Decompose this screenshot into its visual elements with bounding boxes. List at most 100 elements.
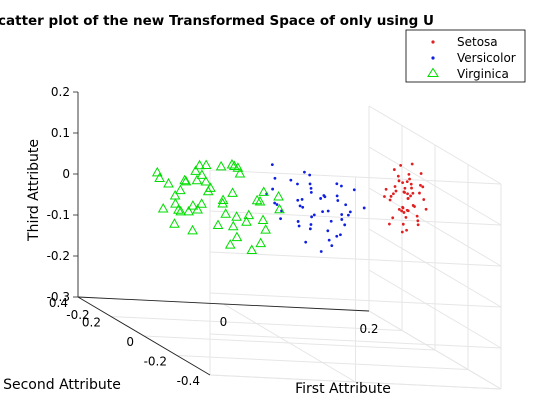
versicolor-point bbox=[340, 184, 343, 188]
versicolor-point bbox=[343, 223, 347, 227]
versicolor-point bbox=[309, 190, 313, 194]
versicolor-point bbox=[296, 198, 300, 202]
versicolor-point bbox=[275, 203, 279, 206]
grid-line-side-z bbox=[368, 310, 502, 390]
virginica-point bbox=[273, 191, 284, 201]
setosa-point bbox=[405, 228, 408, 232]
virginica-point bbox=[231, 231, 243, 242]
y-tick-label: 0.4 bbox=[49, 296, 68, 310]
setosa-point bbox=[409, 182, 413, 186]
grid-line-side-z bbox=[368, 269, 502, 349]
versicolor-point bbox=[348, 210, 352, 214]
z-tick-label: 0 bbox=[62, 167, 70, 181]
virginica-point bbox=[163, 177, 174, 188]
virginica-point bbox=[200, 159, 212, 169]
versicolor-point bbox=[344, 203, 348, 207]
grid-line-side-z bbox=[368, 146, 502, 226]
virginica-point bbox=[227, 220, 239, 231]
versicolor-point bbox=[346, 213, 350, 217]
versicolor-point bbox=[298, 204, 302, 208]
virginica-point bbox=[224, 239, 236, 249]
setosa-point bbox=[392, 168, 396, 171]
virginica-point bbox=[243, 209, 255, 220]
setosa-point bbox=[419, 172, 423, 175]
virginica-point bbox=[234, 168, 246, 178]
grid-line-floor-y bbox=[110, 316, 403, 331]
setosa-point bbox=[408, 177, 411, 181]
virginica-point bbox=[202, 185, 214, 196]
chart-title: catter plot of the new Transformed Space… bbox=[0, 13, 434, 29]
setosa-point bbox=[384, 187, 388, 191]
setosa-point bbox=[406, 192, 409, 196]
virginica-point bbox=[257, 214, 269, 224]
setosa-point bbox=[401, 181, 404, 185]
setosa-point bbox=[407, 172, 411, 176]
grid-line-floor-y bbox=[176, 355, 469, 370]
versicolor-point bbox=[309, 186, 313, 190]
virginica-point bbox=[173, 204, 184, 214]
versicolor-point bbox=[289, 178, 293, 182]
setosa-point bbox=[401, 222, 405, 226]
data-points bbox=[151, 158, 428, 254]
setosa-point bbox=[400, 209, 404, 213]
setosa-point bbox=[400, 230, 404, 234]
setosa-point bbox=[419, 183, 422, 187]
setosa-point bbox=[424, 207, 428, 211]
virginica-point bbox=[241, 216, 252, 226]
versicolor-point bbox=[322, 194, 326, 197]
z-tick-label: 0.2 bbox=[51, 85, 70, 99]
z-axis-label: Third Attribute bbox=[26, 139, 42, 242]
versicolor-point bbox=[273, 201, 277, 205]
grid-line-side-z bbox=[368, 105, 502, 185]
virginica-point bbox=[212, 219, 224, 229]
x-tick-label: 0 bbox=[220, 315, 228, 329]
versicolor-point bbox=[319, 250, 323, 253]
virginica-point bbox=[220, 208, 232, 218]
virginica-point bbox=[196, 169, 208, 179]
setosa-point bbox=[401, 205, 404, 209]
legend-label-versicolor: Versicolor bbox=[457, 51, 516, 65]
setosa-point bbox=[418, 191, 421, 195]
axes-box bbox=[77, 92, 370, 376]
virginica-point bbox=[191, 174, 203, 185]
versicolor-point bbox=[303, 170, 306, 174]
setosa-point bbox=[388, 198, 392, 202]
virginica-point bbox=[183, 205, 194, 216]
z-tick-label: -0.2 bbox=[47, 249, 70, 263]
grid-line-back-z bbox=[209, 333, 502, 349]
y-axis-line bbox=[77, 296, 211, 376]
legend-box bbox=[405, 29, 526, 83]
virginica-point bbox=[154, 172, 165, 183]
setosa-point bbox=[388, 222, 391, 226]
virginica-point bbox=[170, 198, 181, 208]
setosa-point bbox=[393, 185, 397, 188]
axis-ticks: -0.3-0.2-0.100.10.2-0.4-0.200.20.4-0.2 0 0… bbox=[47, 85, 379, 388]
virginica-point bbox=[151, 166, 163, 177]
versicolor-point bbox=[330, 244, 334, 248]
virginica-point bbox=[169, 218, 180, 228]
virginica-point bbox=[180, 175, 192, 186]
versicolor-point bbox=[271, 187, 275, 191]
virginica-point bbox=[215, 160, 227, 171]
setosa-point bbox=[422, 198, 426, 201]
setosa-point bbox=[415, 214, 419, 218]
x-axis-label: First Attribute bbox=[295, 381, 391, 397]
legend-label-virginica: Virginica bbox=[457, 67, 509, 81]
versicolor-point bbox=[309, 223, 313, 226]
virginica-point bbox=[217, 197, 229, 208]
setosa-point bbox=[383, 195, 386, 198]
y-tick-label: 0 bbox=[126, 335, 134, 349]
setosa-point bbox=[402, 211, 406, 214]
setosa-point bbox=[404, 216, 408, 219]
setosa-point bbox=[399, 164, 403, 167]
virginica-point bbox=[227, 187, 238, 197]
setosa-point bbox=[396, 174, 400, 178]
versicolor-point bbox=[335, 182, 339, 186]
grid-line-back-z bbox=[209, 292, 502, 308]
virginica-point bbox=[255, 237, 267, 248]
setosa-point bbox=[391, 192, 395, 196]
virginica-point bbox=[192, 203, 203, 214]
versicolor-point bbox=[279, 217, 282, 221]
versicolor-point bbox=[339, 233, 342, 237]
